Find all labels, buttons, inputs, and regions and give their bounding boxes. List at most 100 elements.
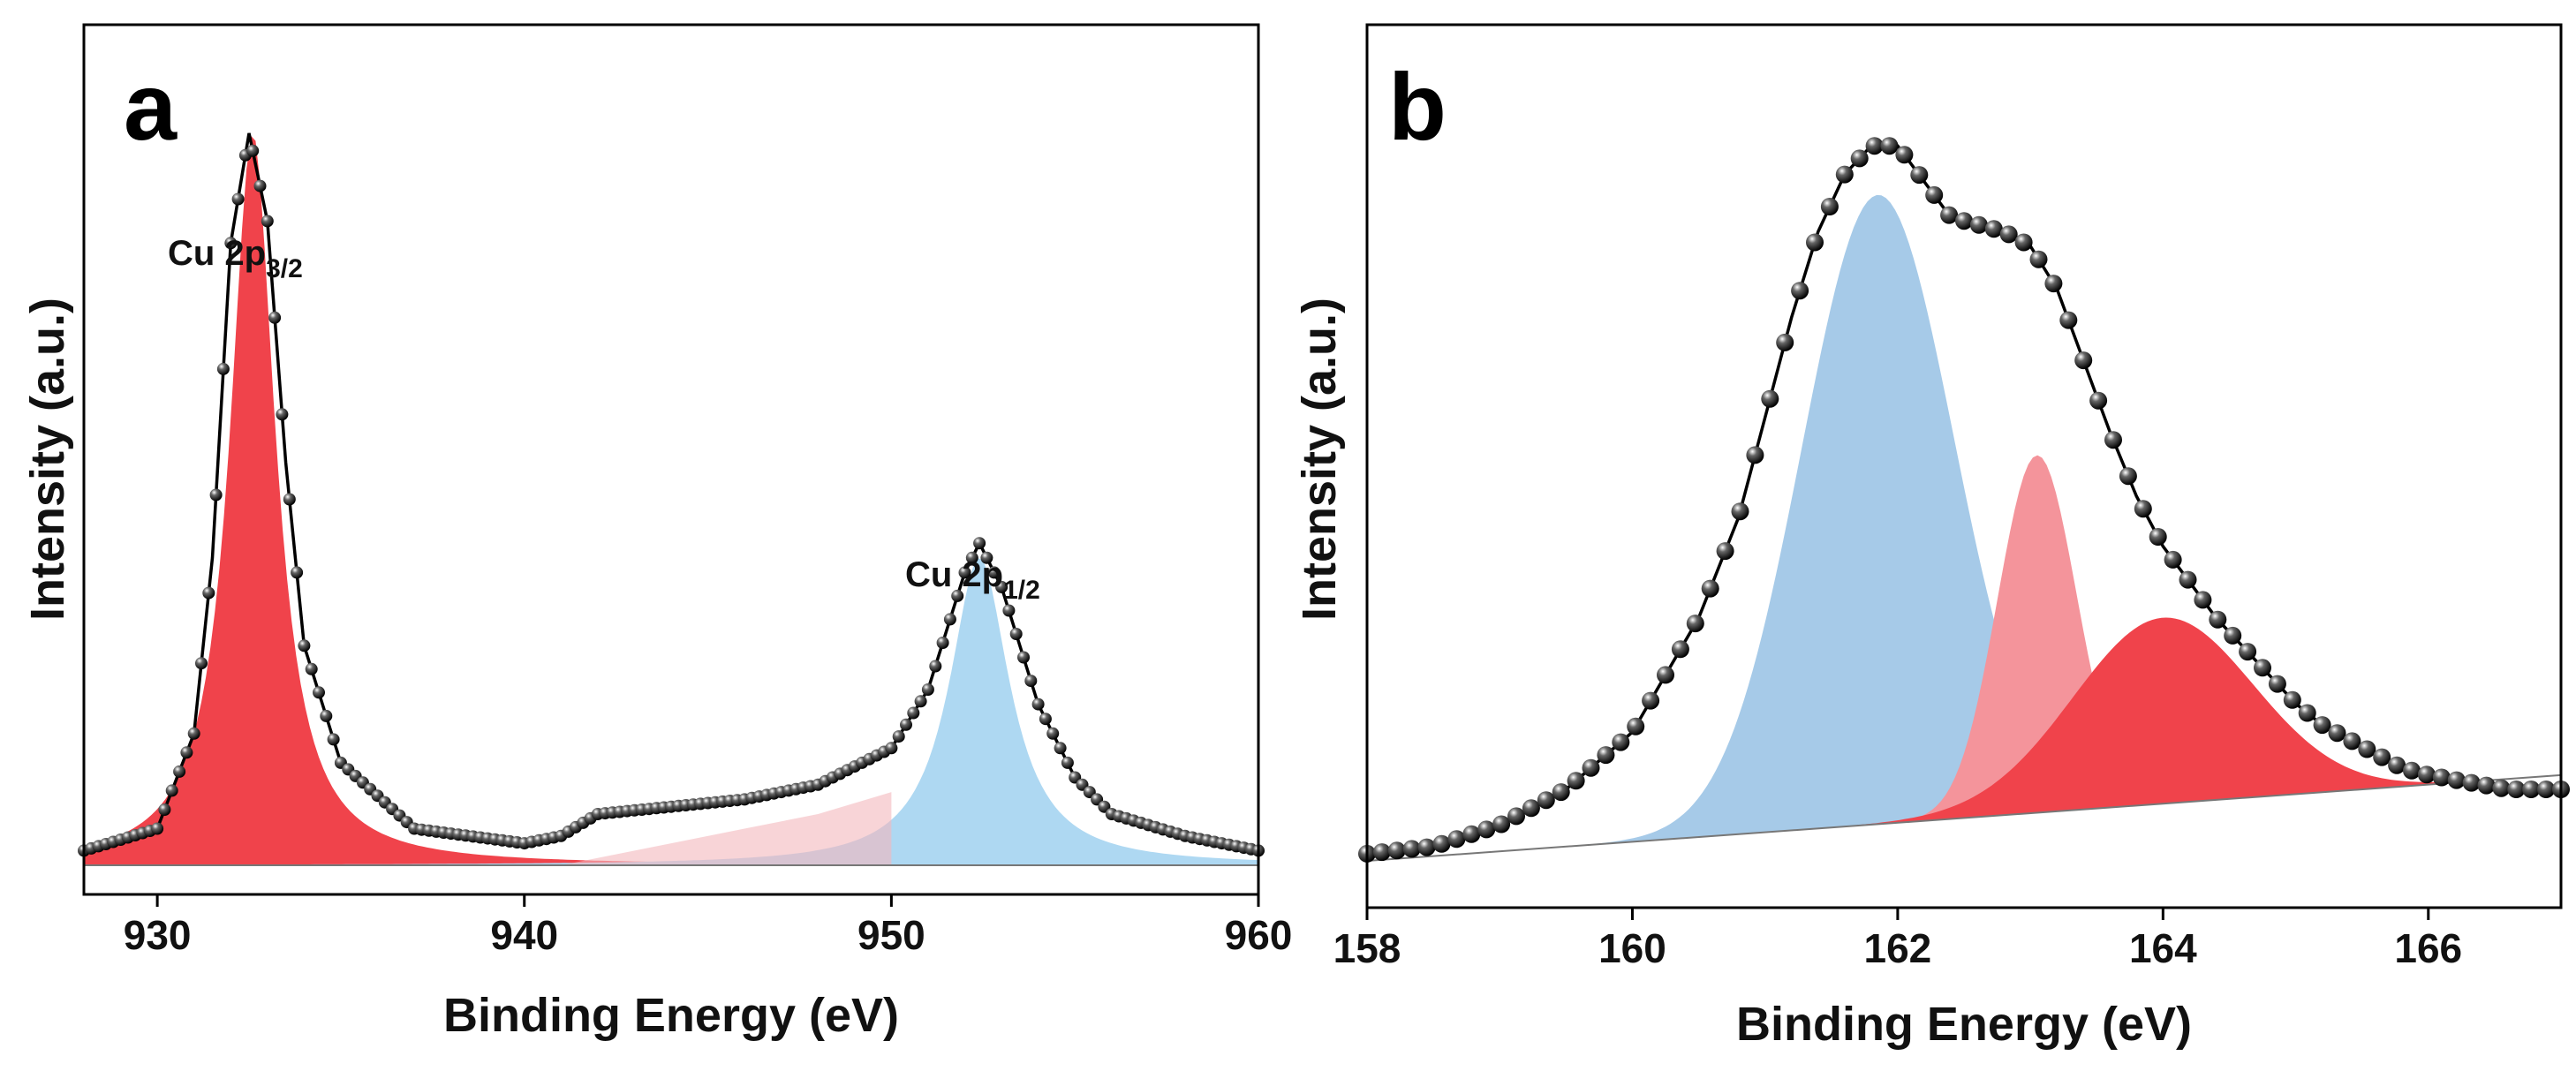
panel-b-fills bbox=[1367, 194, 2561, 861]
a-data-point bbox=[1031, 698, 1045, 711]
b-data-point bbox=[2492, 779, 2511, 797]
panel-a: 930 940 950 960 a Cu 2p3/2 Cu 2p1/2 Binding… bbox=[21, 23, 1292, 1042]
a-data-point bbox=[291, 566, 304, 579]
b-data-point bbox=[2373, 748, 2391, 766]
b-data-point bbox=[1761, 389, 1779, 408]
b-data-point bbox=[1432, 834, 1451, 853]
a-data-point bbox=[195, 657, 208, 670]
b-xtick-label: 158 bbox=[1333, 925, 1401, 971]
b-data-point bbox=[2522, 781, 2541, 798]
a-data-point bbox=[187, 727, 200, 740]
b-data-point bbox=[1447, 830, 1466, 849]
b-data-point bbox=[2014, 233, 2033, 252]
b-data-point bbox=[1925, 185, 1944, 204]
b-data-point bbox=[1895, 146, 1914, 164]
b-data-point bbox=[1731, 502, 1749, 521]
b-data-point bbox=[2074, 351, 2093, 370]
a-data-point bbox=[283, 493, 296, 506]
peak-label-cu2p32-sub: 3/2 bbox=[266, 254, 303, 283]
b-data-point bbox=[1462, 825, 1481, 843]
a-data-point bbox=[276, 408, 289, 421]
b-xtick-label: 160 bbox=[1598, 925, 1666, 971]
a-data-point bbox=[173, 765, 186, 778]
a-data-point bbox=[987, 566, 1001, 579]
a-data-point bbox=[995, 580, 1008, 593]
b-data-point bbox=[1835, 165, 1854, 184]
b-data-point bbox=[2417, 766, 2436, 784]
b-data-point bbox=[2149, 528, 2167, 546]
b-data-point bbox=[1417, 838, 1436, 856]
b-data-point bbox=[1940, 206, 1959, 224]
b-xtick-label: 162 bbox=[1864, 925, 1932, 971]
a-data-point bbox=[202, 586, 215, 600]
a-data-point bbox=[951, 589, 964, 602]
panel-a-ticks: 930 940 950 960 bbox=[124, 894, 1292, 958]
b-xtick-label: 166 bbox=[2394, 925, 2462, 971]
b-data-point bbox=[1880, 137, 1899, 155]
a-data-point bbox=[180, 746, 193, 759]
b-data-point bbox=[1686, 615, 1704, 633]
a-data-point bbox=[1002, 604, 1016, 617]
a-xtick-label: 950 bbox=[857, 912, 925, 958]
b-component-fill-1 bbox=[1367, 194, 2561, 861]
b-data-point bbox=[2119, 467, 2137, 486]
b-data-point bbox=[2029, 250, 2048, 268]
a-data-point bbox=[929, 660, 942, 673]
b-data-point bbox=[1701, 579, 1719, 598]
b-data-point bbox=[1716, 542, 1734, 561]
b-data-point bbox=[2388, 756, 2406, 774]
a-component-fill-1 bbox=[84, 136, 1258, 865]
a-data-point bbox=[313, 686, 325, 699]
b-data-point bbox=[2239, 643, 2257, 661]
panel-b-ticks: 158 160 162 164 166 bbox=[1333, 908, 2462, 971]
a-data-point bbox=[261, 215, 274, 228]
b-data-point bbox=[2507, 781, 2526, 798]
a-data-point bbox=[943, 613, 956, 626]
b-data-point bbox=[1791, 282, 1809, 300]
b-data-point bbox=[1372, 843, 1391, 862]
panel-b-points bbox=[1358, 137, 2570, 863]
a-data-point bbox=[151, 822, 164, 835]
b-data-point bbox=[1522, 799, 1540, 818]
b-data-point bbox=[2044, 275, 2063, 293]
b-data-point bbox=[1627, 717, 1645, 735]
peak-label-cu2p32-main: Cu 2p bbox=[168, 234, 266, 273]
b-data-point bbox=[1671, 640, 1689, 659]
b-data-point bbox=[2447, 771, 2466, 789]
b-component-fill-3 bbox=[1367, 617, 2561, 861]
b-data-point bbox=[2462, 773, 2481, 792]
a-data-point bbox=[224, 237, 238, 250]
a-data-point bbox=[1054, 742, 1067, 755]
a-xtick-label: 940 bbox=[490, 912, 558, 958]
a-data-point bbox=[885, 742, 898, 755]
b-data-point bbox=[2313, 716, 2331, 735]
b-data-point bbox=[2089, 391, 2108, 410]
a-data-point bbox=[1046, 727, 1060, 740]
b-data-point bbox=[1776, 333, 1794, 351]
b-data-point bbox=[1477, 820, 1496, 839]
panel-a-ylabel: Intensity (a.u.) bbox=[21, 298, 74, 621]
b-data-point bbox=[2268, 675, 2286, 693]
a-data-point bbox=[1009, 628, 1023, 640]
b-data-point bbox=[1537, 791, 1555, 810]
b-data-point bbox=[1552, 783, 1570, 802]
b-data-point bbox=[2358, 740, 2376, 758]
a-data-point bbox=[1061, 756, 1074, 769]
a-data-point bbox=[165, 784, 178, 797]
a-data-point bbox=[327, 733, 340, 746]
a-data-point bbox=[268, 311, 282, 324]
peak-label-cu2p12: Cu 2p1/2 bbox=[905, 555, 1040, 605]
b-data-point bbox=[2283, 690, 2301, 709]
b-data-point bbox=[1910, 166, 1929, 185]
b-data-point bbox=[2164, 550, 2182, 569]
a-data-point bbox=[958, 566, 971, 579]
panel-a-letter: a bbox=[124, 53, 178, 160]
a-data-point bbox=[965, 551, 978, 564]
b-data-point bbox=[2134, 500, 2152, 518]
b-data-point bbox=[2194, 591, 2212, 609]
b-data-point bbox=[1612, 733, 1630, 751]
panel-b: 158 160 162 164 166 b Binding Energy (eV) In… bbox=[1293, 23, 2570, 1051]
b-data-point bbox=[2432, 768, 2451, 787]
b-data-point bbox=[2343, 732, 2361, 750]
